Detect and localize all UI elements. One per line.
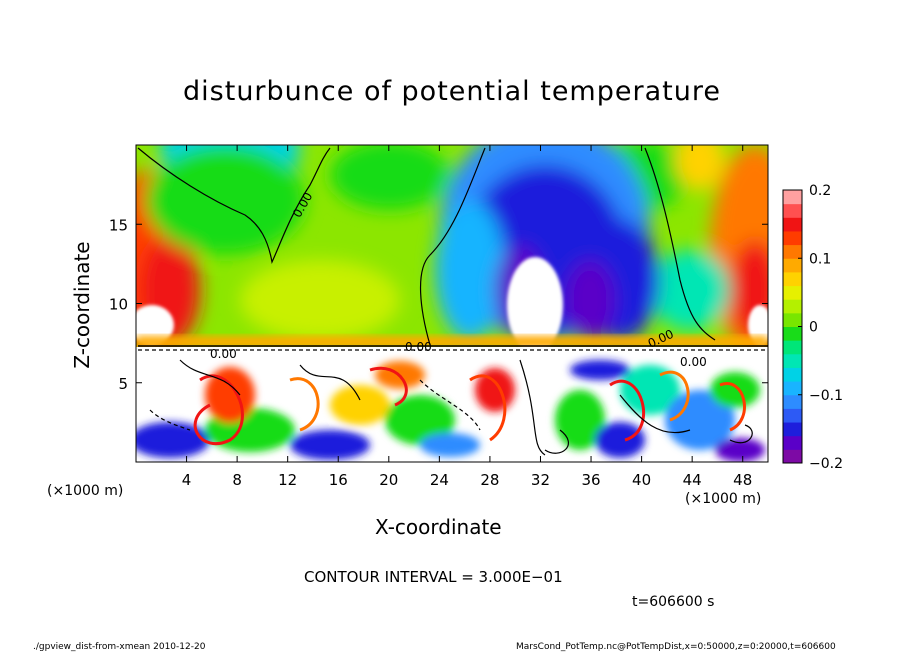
y-tick-label: 10 [109, 296, 128, 314]
x-axis: 4 8 12 16 20 24 28 32 36 40 44 48 [182, 145, 752, 489]
contour-label: 0.00 [405, 340, 432, 354]
colorbar-swatch [783, 367, 802, 382]
colorbar-swatch [783, 422, 802, 437]
colorbar-swatch [783, 394, 802, 409]
x-tick-label: 24 [430, 471, 449, 489]
x-tick-label: 40 [632, 471, 651, 489]
contour-label: 0.00 [210, 347, 237, 361]
colorbar-tick-label: 0.2 [809, 183, 831, 199]
time-stamp: t=606600 s [632, 594, 715, 610]
x-tick-label: 8 [232, 471, 242, 489]
colorbar-swatch [783, 326, 802, 341]
swirl-strokes [193, 366, 746, 446]
x-tick-label: 36 [581, 471, 600, 489]
y-axis: 5 10 15 [109, 216, 768, 393]
colorbar-swatch [783, 353, 802, 368]
colorbar: 0.2 0.1 0 −0.1 −0.2 [782, 183, 843, 472]
colorbar-swatch [783, 230, 802, 246]
x-tick-label: 32 [531, 471, 550, 489]
x-tick-label: 16 [329, 471, 348, 489]
colorbar-swatch [783, 244, 802, 259]
y-tick-label: 15 [109, 216, 128, 234]
contour-lines [137, 147, 768, 456]
field-fill [136, 145, 768, 462]
x-tick-label: 20 [379, 471, 398, 489]
x-tick-label: 12 [278, 471, 297, 489]
y-axis-label: Z-coordinate [70, 241, 94, 369]
colorbar-swatch [783, 449, 802, 464]
y-tick-label: 5 [118, 375, 128, 393]
x-unit-left: (×1000 m) [47, 483, 124, 499]
x-tick-label: 4 [182, 471, 192, 489]
x-tick-label: 28 [480, 471, 499, 489]
colorbar-swatch [783, 340, 802, 355]
x-tick-label: 48 [733, 471, 752, 489]
colorbar-swatch [783, 312, 802, 327]
x-unit-right: (×1000 m) [685, 491, 762, 507]
colorbar-tick-label: −0.2 [809, 456, 843, 472]
contour-label: 0.00 [680, 355, 707, 369]
colorbar-swatch [783, 258, 802, 273]
colorbar-swatch [783, 285, 802, 300]
colorbar-swatch [783, 435, 802, 450]
colorbar-swatch [783, 271, 802, 287]
colorbar-swatch [783, 217, 802, 232]
colorbar-tick-label: 0 [809, 320, 818, 336]
chart-title: disturbunce of potential temperature [183, 76, 721, 107]
footer-right: MarsCond_PotTemp.nc@PotTempDist,x=0:5000… [516, 642, 836, 652]
colorbar-swatch [783, 299, 802, 314]
colorbar-swatch [783, 203, 802, 218]
colorbar-swatch [783, 408, 802, 423]
colorbar-swatch [783, 190, 802, 205]
colorbar-swatch [783, 381, 802, 396]
contour-interval: CONTOUR INTERVAL = 3.000E−01 [304, 568, 563, 586]
footer-left: ./gpview_dist-from-xmean 2010-12-20 [33, 642, 206, 652]
x-axis-label: X-coordinate [375, 515, 502, 539]
x-tick-label: 44 [683, 471, 702, 489]
colorbar-tick-label: 0.1 [809, 251, 831, 267]
colorbar-tick-label: −0.1 [809, 388, 843, 404]
